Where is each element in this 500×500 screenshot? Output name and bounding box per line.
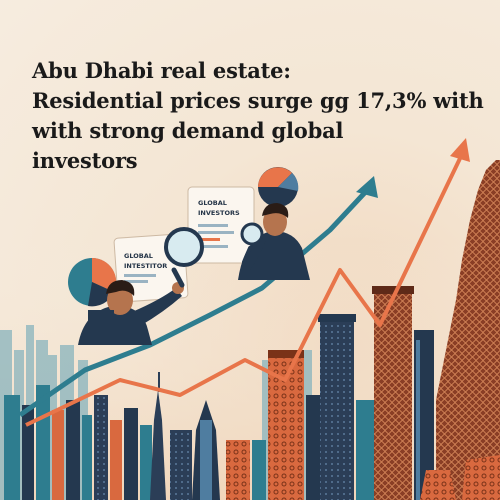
headline-line-4: investors	[32, 146, 472, 176]
card-left-line1: GLOBAL	[124, 252, 153, 260]
card-left-line2: INTESTITOR	[124, 262, 167, 270]
teal-arrow-head	[356, 176, 378, 198]
headline-line-2: Residential prices surge gg 17,3% with	[32, 86, 472, 116]
card-right-line1: GLOBAL	[198, 199, 227, 207]
headline: Abu Dhabi real estate: Residential price…	[32, 56, 472, 176]
headline-line-1: Abu Dhabi real estate:	[32, 56, 472, 86]
card-right-line2: INVESTORS	[198, 209, 240, 217]
headline-line-3: with strong demand global	[32, 116, 472, 146]
